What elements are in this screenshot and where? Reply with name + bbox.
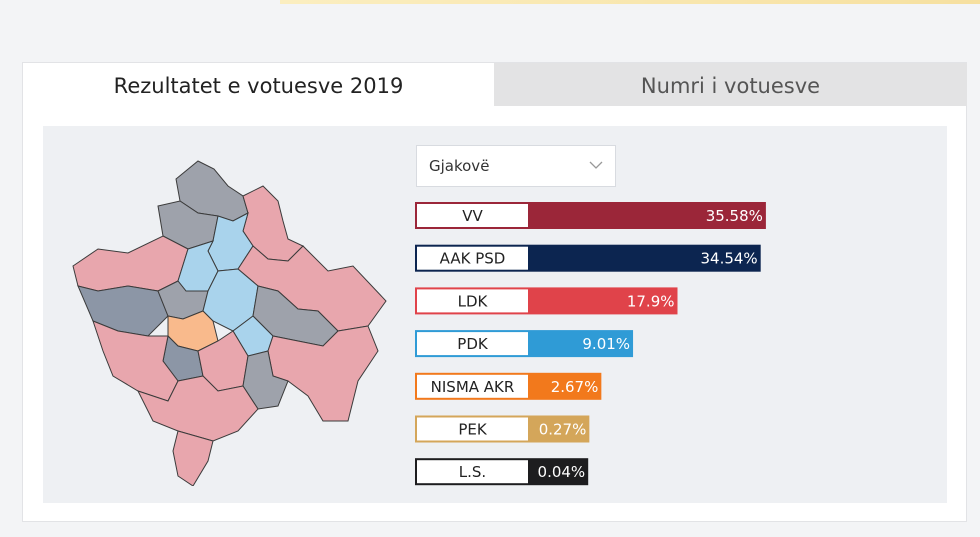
panel: Gjakovë: [43, 126, 947, 503]
bar: [530, 458, 589, 486]
tab[interactable]: Numri i votuesve: [494, 63, 967, 106]
dropdown[interactable]: Gjakovë: [416, 145, 616, 187]
dropdown-value: Gjakovë: [429, 157, 490, 175]
bar-label-box: [415, 415, 530, 443]
region[interactable]: [242, 350, 289, 410]
map: [72, 160, 387, 486]
bar: [530, 372, 602, 400]
bar-label-box: [415, 458, 530, 486]
tab[interactable]: Rezultatet e votuesve 2019: [23, 63, 494, 106]
value-label: 0.27%: [539, 421, 587, 439]
value-label: 17.9%: [627, 292, 675, 310]
region[interactable]: [137, 375, 259, 442]
value-label: 2.67%: [551, 378, 599, 396]
bar-label-box: [415, 372, 530, 400]
bar: [530, 287, 678, 315]
bar-label-box: [415, 330, 530, 358]
top-decoration: [280, 0, 980, 4]
bar: [530, 330, 634, 358]
bar-label: NISMA AKR: [431, 378, 515, 396]
region[interactable]: [267, 325, 379, 422]
bar: [530, 244, 761, 272]
bar-label-box: [415, 244, 530, 272]
bar-label: L.S.: [459, 463, 486, 481]
region[interactable]: [172, 430, 214, 486]
bar-label: PDK: [457, 335, 489, 353]
value-label: 34.54%: [700, 250, 757, 268]
bar-label-box: [415, 287, 530, 315]
results-card: Rezultatet e votuesve 2019 Numri i votue…: [22, 62, 967, 522]
bar-label: VV: [462, 207, 483, 225]
value-label: 0.04%: [538, 463, 586, 481]
bar-label: PEK: [458, 421, 488, 439]
bar-label: AAK PSD: [440, 250, 506, 268]
bar: [530, 415, 590, 443]
value-label: 35.58%: [706, 207, 763, 225]
chevron: [589, 161, 603, 169]
bar: [530, 202, 766, 229]
value-label: 9.01%: [582, 335, 630, 353]
bar-label: LDK: [458, 292, 489, 310]
bar-label-box: [415, 202, 530, 229]
